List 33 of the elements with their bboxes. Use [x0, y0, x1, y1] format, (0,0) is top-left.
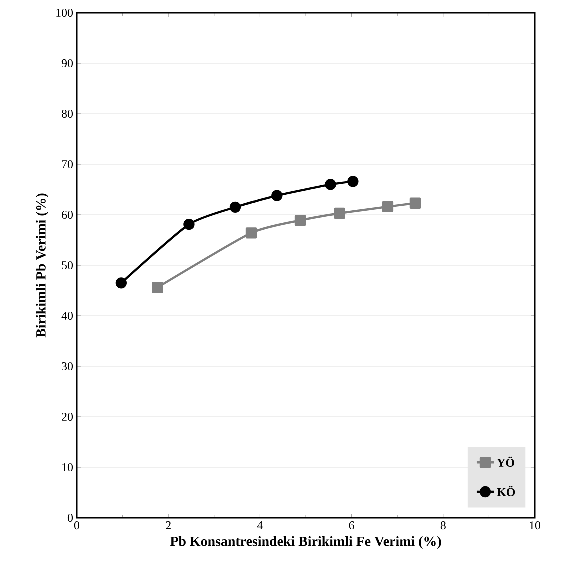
y-tick-label: 80: [62, 110, 74, 118]
x-tick-label: 4: [257, 522, 264, 530]
y-tick-label: 50: [62, 261, 74, 270]
point: [294, 214, 306, 226]
y-tick-label: 10: [62, 463, 74, 472]
y-tick-label: 30: [62, 362, 74, 371]
y-tick-label: 90: [62, 59, 74, 68]
point: [184, 219, 195, 230]
point: [334, 208, 346, 220]
x-tick-label: 8: [440, 522, 446, 530]
point: [325, 179, 336, 190]
y-tick-label: 20: [62, 412, 74, 422]
point: [410, 198, 422, 209]
point: [246, 228, 258, 239]
point: [348, 176, 359, 188]
point: [152, 282, 164, 294]
x-tick-label: 6: [349, 522, 354, 530]
y-tick-label: 70: [62, 160, 74, 169]
x-tick-label: 2: [166, 522, 171, 530]
x-tick-label: 0: [74, 522, 80, 530]
legend-label: YÖ: [497, 456, 514, 467]
point: [116, 278, 128, 289]
x-axis-title: Pb Konsantresindeki Birikimli Fe Verimi (%): [170, 536, 442, 550]
y-tick-label: 0: [68, 514, 74, 522]
point: [272, 190, 283, 202]
x-tick-label: 10: [530, 522, 541, 530]
y-tick-label: 40: [62, 312, 74, 320]
y-tick-label: 100: [56, 8, 74, 18]
y-axis-title: Birikimli Pb Verimi (%): [36, 194, 49, 338]
legend-label: KÖ: [497, 486, 516, 496]
point: [230, 202, 242, 213]
point: [382, 201, 394, 212]
y-tick-label: 60: [62, 210, 74, 220]
